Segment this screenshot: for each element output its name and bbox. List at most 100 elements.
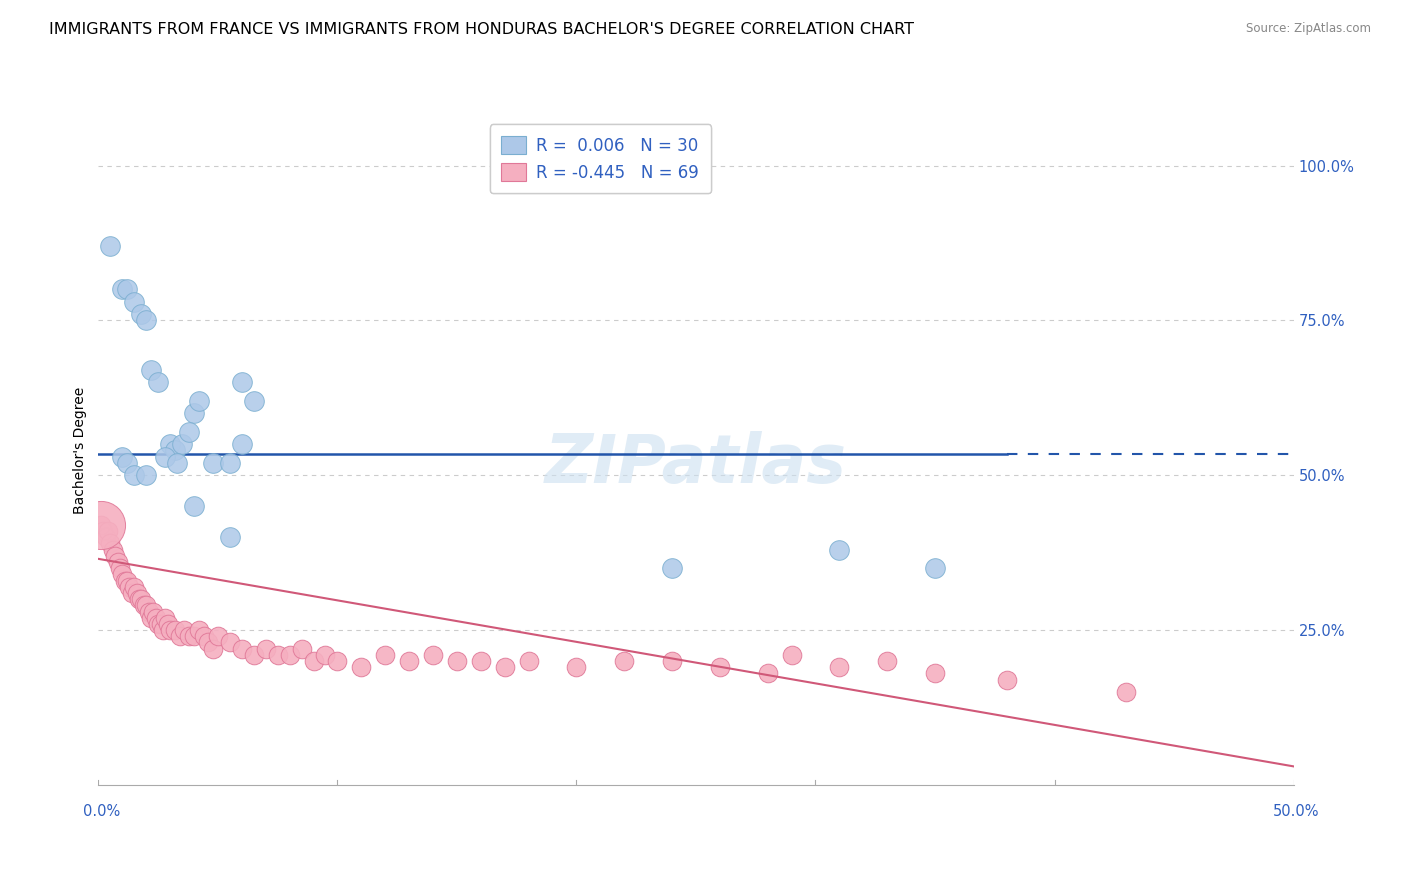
Text: Source: ZipAtlas.com: Source: ZipAtlas.com [1246,22,1371,36]
Point [111,450,134,464]
Point [231,641,253,656]
Point [398,654,420,668]
Point [470,654,492,668]
Point [254,641,277,656]
Point [302,654,325,668]
Point [138,605,160,619]
Point [124,468,146,483]
Point [111,567,134,582]
Point [197,635,219,649]
Point [187,393,209,408]
Point [118,580,141,594]
Point [876,654,898,668]
Point [494,660,516,674]
Point [565,660,588,674]
Point [115,574,138,588]
Point [422,648,444,662]
Point [828,660,851,674]
Point [202,641,225,656]
Point [179,425,201,439]
Point [115,282,138,296]
Y-axis label: Bachelor's Degree: Bachelor's Degree [73,387,87,514]
Point [159,437,181,451]
Point [135,468,157,483]
Point [517,654,540,668]
Point [231,437,253,451]
Point [145,611,167,625]
Point [179,629,201,643]
Point [446,654,468,668]
Point [219,635,242,649]
Point [231,376,253,390]
Point [121,586,143,600]
Point [193,629,215,643]
Text: 0.0%: 0.0% [83,805,120,819]
Point [661,654,683,668]
Text: IMMIGRANTS FROM FRANCE VS IMMIGRANTS FROM HONDURAS BACHELOR'S DEGREE CORRELATION: IMMIGRANTS FROM FRANCE VS IMMIGRANTS FRO… [49,22,914,37]
Point [97,524,120,538]
Point [290,641,312,656]
Point [172,437,194,451]
Point [828,542,851,557]
Point [104,549,127,563]
Point [315,648,337,662]
Point [159,623,181,637]
Point [135,313,157,327]
Point [163,623,186,637]
Point [142,605,165,619]
Point [350,660,373,674]
Point [139,363,162,377]
Point [202,456,225,470]
Point [163,443,186,458]
Point [207,629,229,643]
Point [924,666,946,681]
Point [90,517,112,532]
Point [278,648,301,662]
Point [183,500,205,514]
Legend: R =  0.006   N = 30, R = -0.445   N = 69: R = 0.006 N = 30, R = -0.445 N = 69 [489,124,711,194]
Point [326,654,349,668]
Point [108,561,131,575]
Point [98,536,122,550]
Point [115,456,138,470]
Point [135,599,157,613]
Point [98,239,122,253]
Point [90,517,112,532]
Point [111,282,134,296]
Point [756,666,779,681]
Point [183,629,205,643]
Point [94,530,117,544]
Point [124,580,146,594]
Point [91,524,114,538]
Point [924,561,946,575]
Point [169,629,191,643]
Point [187,623,209,637]
Point [243,393,266,408]
Text: ZIPatlas: ZIPatlas [546,431,846,497]
Point [132,599,155,613]
Text: 50.0%: 50.0% [1272,805,1320,819]
Point [101,542,124,557]
Point [131,307,153,321]
Point [173,623,195,637]
Point [183,406,205,420]
Point [219,530,242,544]
Point [780,648,803,662]
Point [128,592,150,607]
Point [149,616,172,631]
Point [114,574,136,588]
Point [156,616,179,631]
Point [1115,685,1137,699]
Point [131,592,153,607]
Point [661,561,683,575]
Point [166,456,188,470]
Point [267,648,290,662]
Point [155,450,177,464]
Point [995,673,1018,687]
Point [148,376,170,390]
Point [709,660,731,674]
Point [124,294,146,309]
Point [155,611,177,625]
Point [243,648,266,662]
Point [219,456,242,470]
